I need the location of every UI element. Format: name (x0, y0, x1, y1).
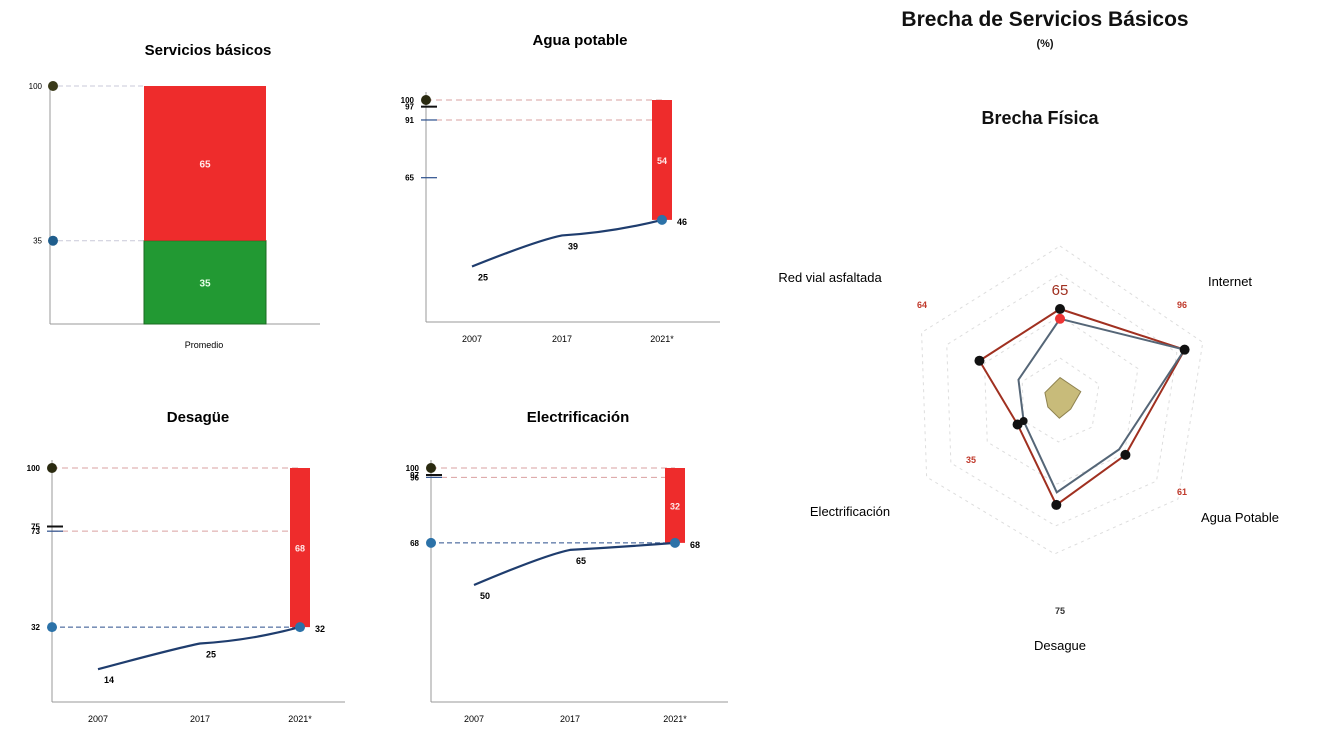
radar-series-line (1017, 317, 1187, 494)
radar-value-label: 61 (1177, 487, 1187, 497)
chart-title: Agua potable (532, 32, 627, 49)
radar-point (1051, 499, 1062, 510)
y-mark-dot (426, 537, 436, 548)
radar-axis-label: Agua Potable (1201, 510, 1279, 525)
data-label: 14 (104, 675, 114, 685)
gap-bar-label: 54 (657, 156, 667, 166)
y-tick-label: 65 (405, 174, 414, 183)
data-label: 50 (480, 591, 490, 601)
x-tick-label: 2021* (650, 334, 674, 344)
x-tick-label: 2017 (560, 714, 580, 724)
y-tick-label: 100 (29, 82, 43, 91)
radar-area-base (1044, 376, 1082, 419)
radar-point (1179, 344, 1190, 355)
panel-agua-potable: Agua potable 2007 2017 2021* 100 97 91 65 54 25 39… (360, 0, 740, 360)
data-label: 46 (677, 217, 687, 227)
y-tick-label: 73 (31, 527, 40, 536)
x-tick-label: 2021* (663, 714, 687, 724)
data-point (657, 214, 667, 225)
data-label: 68 (690, 540, 700, 550)
y-tick-label: 97 (405, 103, 414, 112)
data-label: 25 (206, 650, 216, 660)
y-tick-label: 68 (410, 539, 419, 548)
bar-coverage (143, 240, 267, 325)
radar-value-label: 75 (1055, 606, 1065, 616)
y-mark-dot (421, 95, 431, 105)
y-mark-dot (47, 622, 57, 633)
radar-axis-label: Electrificación (810, 504, 890, 519)
radar-value-label: 35 (966, 455, 976, 465)
gap-bar-label: 32 (670, 501, 680, 511)
data-point (670, 537, 680, 548)
panel-servicios-basicos: Servicios básicos 35 65 100 35 Promedio (0, 0, 330, 360)
radar-point (1019, 417, 1028, 425)
gap-bar (290, 468, 310, 628)
radar-point (1055, 304, 1065, 314)
y-tick-label: 100 (27, 464, 41, 473)
x-tick-label: 2007 (88, 714, 108, 724)
x-category-label: Promedio (185, 340, 224, 350)
y-mark-dot (47, 463, 57, 473)
series-line (97, 626, 301, 671)
x-tick-label: 2017 (190, 714, 210, 724)
data-label: 25 (478, 273, 488, 283)
y-tick-label: 97 (410, 471, 419, 480)
radar-point-highlight (1055, 313, 1065, 324)
radar-value-label: 96 (1177, 300, 1187, 310)
y-mark-dot (426, 463, 436, 473)
y-tick-label: 32 (31, 623, 40, 632)
radar-axis-label: Internet (1208, 274, 1252, 289)
x-tick-label: 2007 (464, 714, 484, 724)
bar-coverage-label: 35 (199, 278, 211, 289)
bar-gap (144, 86, 266, 241)
radar-chart: 65 Internet Agua Potable Desague Electrifica… (778, 245, 1279, 653)
radar-value-label: 64 (917, 300, 927, 310)
data-label: 65 (576, 556, 586, 566)
radar-grid (1021, 357, 1100, 443)
radar-title: Brecha Física (981, 108, 1099, 128)
chart-title: Electrificación (527, 409, 630, 426)
panel-brecha-fisica: 65 Internet Agua Potable Desague Electrifica… (760, 130, 1319, 710)
y-tick-label: 35 (33, 237, 42, 246)
radar-grid (983, 315, 1139, 485)
chart-title: Servicios básicos (145, 42, 272, 59)
y-mark-dot (48, 81, 58, 91)
radar-top-value: 65 (1052, 282, 1069, 299)
servicios-basicos-chart: Servicios básicos 35 65 100 35 Promedio (29, 42, 320, 350)
y-mark-dot (48, 235, 58, 246)
data-point (295, 622, 305, 633)
main-title: Brecha de Servicios Básicos (901, 8, 1189, 31)
panel-desague: Desagüe 2007 2017 2021* 100 75 73 32 68 14 25 32 (0, 380, 360, 731)
data-label: 32 (315, 624, 325, 634)
data-label: 39 (568, 241, 578, 251)
x-tick-label: 2021* (288, 714, 312, 724)
gap-bar (652, 100, 672, 220)
bar-gap-label: 65 (199, 159, 211, 170)
main-unit: (%) (1036, 38, 1054, 50)
radar-point (974, 355, 985, 366)
radar-axis-label: Red vial asfaltada (778, 270, 882, 285)
series-line (471, 218, 663, 268)
gap-bar (665, 468, 685, 543)
gap-bar-label: 68 (295, 544, 305, 554)
panel-electrificacion: Electrificación 2007 2017 2021* 100 97 96 68 32 5… (360, 380, 740, 731)
x-tick-label: 2007 (462, 334, 482, 344)
series-line (473, 541, 676, 587)
y-tick-label: 91 (405, 116, 414, 125)
chart-title: Desagüe (167, 409, 230, 426)
radar-point (1120, 449, 1131, 460)
y-tick-label: 100 (406, 464, 420, 473)
y-tick-label: 100 (401, 96, 415, 105)
x-tick-label: 2017 (552, 334, 572, 344)
radar-axis-label: Desague (1034, 638, 1086, 653)
radar-grid (946, 273, 1178, 527)
y-tick-label: 96 (410, 473, 419, 482)
y-tick-label: 75 (31, 523, 40, 532)
